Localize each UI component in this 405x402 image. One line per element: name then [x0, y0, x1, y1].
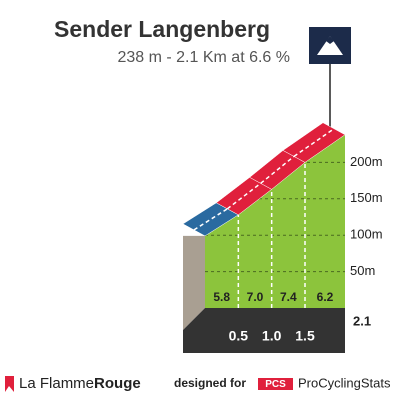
- gradient-label: 5.8: [213, 290, 230, 304]
- plot: 50m 100m 150m 200m 5.8 7.0 7.4 6.2 0.5 1.0 1.5 2.1: [182, 122, 383, 353]
- gradient-label: 6.2: [317, 290, 334, 304]
- brand-name: La Flamme: [19, 375, 94, 392]
- y-tick-label: 50m: [350, 263, 375, 278]
- base-strip: [183, 308, 345, 353]
- band-dash: [293, 128, 335, 158]
- summit-snow: [326, 36, 334, 44]
- designed-for: designed for: [174, 376, 246, 390]
- pcs-text: PCS: [265, 379, 286, 390]
- gradient-label: 7.4: [280, 290, 297, 304]
- subtitle: 238 m - 2.1 Km at 6.6 %: [117, 49, 290, 66]
- x-tick-label: 1.5: [295, 328, 315, 344]
- brand-bold: Rouge: [94, 375, 141, 392]
- x-tick-label: 2.1: [353, 313, 371, 328]
- chart-title: Sender Langenberg: [54, 16, 270, 42]
- brand: La FlammeRouge: [19, 375, 141, 392]
- summit-mountain: [317, 36, 343, 55]
- brand-logo: [5, 376, 14, 392]
- y-tick-label: 200m: [350, 154, 383, 169]
- band-dash: [260, 155, 295, 184]
- gradient-label: 7.0: [247, 290, 264, 304]
- y-tick-label: 150m: [350, 190, 383, 205]
- x-tick-label: 1.0: [262, 328, 282, 344]
- y-tick-label: 100m: [350, 227, 383, 242]
- x-tick-label: 0.5: [229, 328, 249, 344]
- side-face: [183, 235, 205, 330]
- footer: La FlammeRouge designed for PCS ProCycli…: [5, 375, 391, 392]
- site-name: ProCyclingStats: [298, 375, 391, 390]
- profile-face: [205, 134, 345, 308]
- pcs-logo: [258, 378, 293, 390]
